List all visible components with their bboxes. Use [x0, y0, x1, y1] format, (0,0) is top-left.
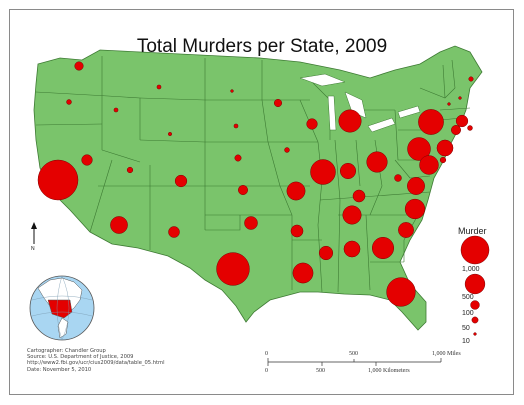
symbol-north-carolina	[404, 198, 426, 220]
credit-cartographer: Cartographer: Chandler Group	[27, 348, 106, 354]
scale-km-1000: 1,000 Kilometers	[368, 368, 410, 374]
symbol-utah	[126, 166, 134, 174]
symbol-iowa	[284, 147, 290, 153]
scale-bar	[267, 358, 442, 366]
symbol-montana	[156, 84, 162, 90]
symbol-wyoming	[168, 132, 172, 136]
symbol-arkansas	[290, 224, 304, 238]
map-credits: Cartographer: Chandler Group Source: U.S…	[27, 348, 165, 373]
symbol-maine	[468, 76, 474, 82]
symbol-wisconsin	[306, 118, 318, 130]
symbol-new-york	[418, 109, 444, 135]
scale-miles-500: 500	[349, 351, 358, 357]
north-label: N	[31, 246, 35, 252]
symbol-maryland	[419, 155, 439, 175]
symbol-oregon	[66, 99, 72, 105]
symbol-south-carolina	[398, 222, 414, 238]
symbol-minnesota	[273, 98, 283, 108]
symbol-pennsylvania	[407, 137, 431, 161]
legend-symbol-500	[464, 273, 486, 295]
scale-km-0: 0	[265, 368, 268, 374]
symbol-north-dakota	[230, 89, 234, 93]
symbol-connecticut	[451, 125, 461, 135]
legend-label-1000: 1,000	[462, 266, 480, 273]
symbol-colorado	[174, 174, 188, 188]
symbol-ohio	[366, 151, 388, 173]
symbol-idaho	[113, 107, 119, 113]
credit-url: http://www2.fbi.gov/ucr/cius2009/data/ta…	[27, 360, 165, 367]
symbol-mississippi	[318, 245, 334, 261]
scale-miles-1000: 1,000 Miles	[432, 351, 461, 357]
symbol-louisiana	[292, 262, 314, 284]
legend-symbols	[460, 235, 490, 336]
symbol-kentucky	[352, 189, 366, 203]
symbol-kansas	[238, 185, 248, 195]
great-lakes	[299, 73, 421, 133]
legend-symbol-10	[473, 332, 477, 336]
legend-symbol-50	[471, 316, 479, 324]
symbol-delaware	[439, 156, 447, 164]
symbol-new-hampshire	[458, 96, 462, 100]
legend-label-500: 500	[462, 294, 474, 301]
state-borders	[35, 56, 471, 293]
symbol-california	[37, 159, 79, 201]
symbol-nebraska	[234, 154, 242, 162]
symbol-nevada	[81, 154, 93, 166]
symbol-new-jersey	[436, 139, 454, 157]
symbol-illinois	[310, 159, 336, 185]
legend-title: Murder	[458, 226, 487, 236]
symbol-oklahoma	[244, 216, 258, 230]
symbol-massachusetts	[455, 114, 469, 128]
legend-label-100: 100	[462, 310, 474, 317]
symbol-indiana	[339, 162, 357, 180]
legend-symbol-100	[470, 300, 480, 310]
locator-globe	[29, 275, 95, 341]
legend-symbol-1000	[460, 235, 490, 265]
legend-label-50: 50	[462, 325, 470, 332]
symbol-missouri	[286, 181, 306, 201]
symbol-vermont	[447, 102, 451, 106]
symbol-south-dakota	[233, 123, 239, 129]
north-arrow-icon	[31, 222, 37, 244]
symbol-georgia	[371, 236, 395, 260]
symbol-arizona	[110, 216, 128, 234]
symbol-rhode-island	[467, 125, 473, 131]
symbol-west-virginia	[394, 174, 402, 182]
symbol-new-mexico	[168, 226, 180, 238]
symbol-tennessee	[342, 205, 362, 225]
symbol-washington	[74, 61, 84, 71]
us-land	[33, 45, 483, 331]
legend-label-10: 10	[462, 338, 470, 345]
symbol-michigan	[338, 109, 362, 133]
symbol-texas	[216, 252, 250, 286]
scale-miles-0: 0	[265, 351, 268, 357]
symbol-florida	[386, 277, 416, 307]
map-title: Total Murders per State, 2009	[136, 36, 388, 57]
credit-date: Date: November 5, 2010	[27, 366, 92, 373]
symbol-alabama	[343, 240, 361, 258]
proportional-symbols	[37, 61, 474, 307]
scale-km-500: 500	[316, 368, 325, 374]
credit-source: Source: U.S. Department of Justice, 2009	[27, 354, 134, 361]
symbol-virginia	[407, 177, 425, 195]
